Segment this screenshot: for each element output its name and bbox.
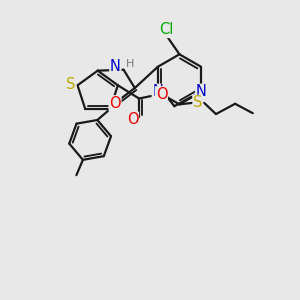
Text: O: O <box>109 96 121 111</box>
Text: Cl: Cl <box>159 22 173 38</box>
Text: N: N <box>196 84 207 99</box>
Text: N: N <box>152 84 163 99</box>
Text: H: H <box>126 59 134 69</box>
Text: O: O <box>127 112 138 127</box>
Text: N: N <box>110 59 121 74</box>
Text: S: S <box>193 95 202 110</box>
Text: O: O <box>156 87 167 102</box>
Text: S: S <box>66 76 76 92</box>
